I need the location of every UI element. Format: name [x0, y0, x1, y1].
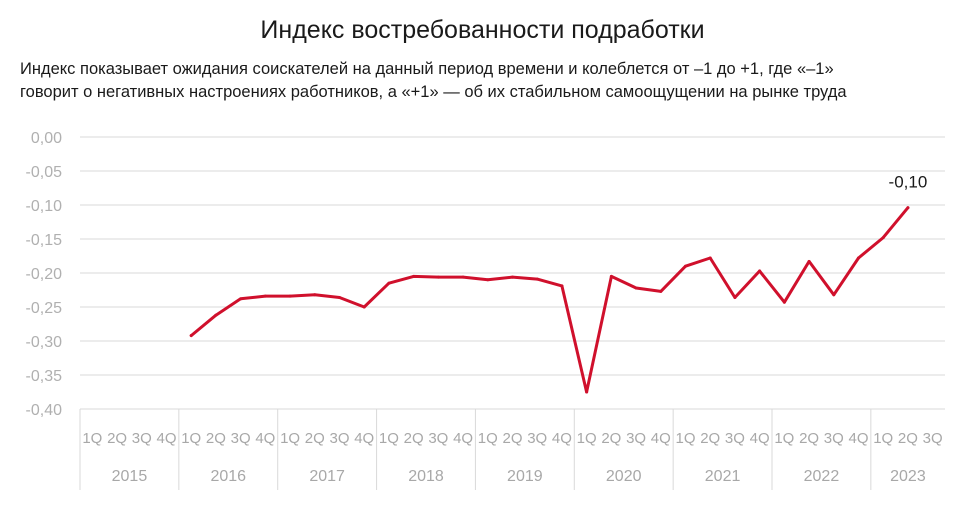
- quarter-tick-label: 3Q: [626, 430, 646, 447]
- data-point: [609, 274, 613, 278]
- data-point: [733, 295, 737, 299]
- y-tick-label: -0,20: [26, 266, 63, 283]
- quarter-tick-label: 1Q: [478, 430, 498, 447]
- quarter-tick-label: 4Q: [354, 430, 374, 447]
- data-label: -0,10: [889, 173, 928, 192]
- data-point: [634, 286, 638, 290]
- quarter-tick-label: 1Q: [577, 430, 597, 447]
- data-point: [288, 294, 292, 298]
- data-point: [338, 295, 341, 299]
- data-point: [832, 293, 836, 297]
- quarter-tick-label: 2Q: [799, 430, 819, 447]
- chart-subtitle: Индекс показывает ожидания соискателей н…: [20, 58, 950, 104]
- subtitle-line-1: Индекс показывает ожидания соискателей н…: [20, 60, 834, 78]
- data-point: [436, 275, 440, 279]
- quarter-tick-label: 2Q: [305, 430, 325, 447]
- year-label: 2016: [210, 468, 246, 485]
- quarter-tick-label: 2Q: [601, 430, 621, 447]
- data-point: [263, 294, 267, 298]
- data-point: [189, 334, 193, 338]
- quarter-tick-label: 4Q: [848, 430, 868, 447]
- data-point: [214, 313, 218, 317]
- y-tick-label: -0,10: [26, 198, 63, 215]
- subtitle-line-2: говорит о негативных настроениях работни…: [20, 83, 847, 101]
- year-label: 2022: [804, 468, 840, 485]
- data-point: [857, 256, 860, 260]
- y-tick-label: 0,00: [31, 130, 62, 147]
- y-tick-label: -0,35: [26, 368, 63, 385]
- data-point: [881, 236, 885, 240]
- quarter-tick-label: 2Q: [898, 430, 918, 447]
- quarter-tick-label: 1Q: [774, 430, 794, 447]
- data-point: [758, 269, 762, 273]
- quarter-tick-label: 4Q: [651, 430, 671, 447]
- quarter-tick-label: 3Q: [725, 430, 745, 447]
- quarter-tick-label: 4Q: [156, 430, 176, 447]
- quarter-tick-label: 2Q: [206, 430, 226, 447]
- y-tick-label: -0,15: [26, 232, 63, 249]
- data-point: [807, 259, 811, 263]
- data-point: [313, 293, 317, 297]
- year-label: 2018: [408, 468, 444, 485]
- quarter-tick-label: 3Q: [527, 430, 547, 447]
- data-point: [486, 278, 490, 282]
- year-label: 2019: [507, 468, 543, 485]
- quarter-tick-label: 3Q: [824, 430, 844, 447]
- quarter-tick-label: 2Q: [404, 430, 424, 447]
- quarter-tick-label: 1Q: [280, 430, 300, 447]
- data-point: [239, 297, 243, 301]
- data-point: [585, 390, 589, 394]
- quarter-tick-label: 3Q: [231, 430, 251, 447]
- year-label: 2020: [606, 468, 642, 485]
- quarter-tick-label: 4Q: [750, 430, 770, 447]
- quarter-tick-label: 2Q: [107, 430, 127, 447]
- series-line: [189, 206, 910, 394]
- quarter-tick-label: 1Q: [675, 430, 695, 447]
- data-point: [535, 277, 539, 281]
- data-point: [659, 289, 663, 293]
- quarter-tick-label: 4Q: [255, 430, 275, 447]
- data-point: [684, 264, 687, 268]
- year-label: 2015: [112, 468, 148, 485]
- data-point: [412, 274, 416, 278]
- y-tick-label: -0,25: [26, 300, 63, 317]
- quarter-tick-label: 1Q: [379, 430, 399, 447]
- data-point: [560, 284, 564, 288]
- quarter-tick-label: 2Q: [700, 430, 720, 447]
- quarter-tick-label: 3Q: [132, 430, 152, 447]
- quarter-tick-label: 3Q: [329, 430, 349, 447]
- data-point: [461, 275, 465, 279]
- data-point: [387, 281, 391, 285]
- data-point: [782, 300, 786, 304]
- data-point: [708, 256, 712, 260]
- year-label: 2023: [890, 468, 926, 485]
- data-point: [906, 206, 910, 210]
- quarter-tick-label: 3Q: [923, 430, 943, 447]
- quarter-tick-label: 1Q: [873, 430, 893, 447]
- year-label: 2021: [705, 468, 741, 485]
- quarter-tick-label: 1Q: [82, 430, 102, 447]
- data-point: [362, 305, 366, 309]
- data-point: [511, 275, 514, 279]
- y-tick-label: -0,40: [26, 402, 63, 419]
- quarter-tick-label: 4Q: [552, 430, 572, 447]
- quarter-tick-label: 1Q: [181, 430, 201, 447]
- quarter-tick-label: 4Q: [453, 430, 473, 447]
- y-tick-label: -0,05: [26, 164, 63, 181]
- chart-title: Индекс востребованности подработки: [260, 16, 705, 44]
- quarter-tick-label: 3Q: [428, 430, 448, 447]
- quarter-tick-label: 2Q: [502, 430, 522, 447]
- year-label: 2017: [309, 468, 345, 485]
- y-tick-label: -0,30: [26, 334, 63, 351]
